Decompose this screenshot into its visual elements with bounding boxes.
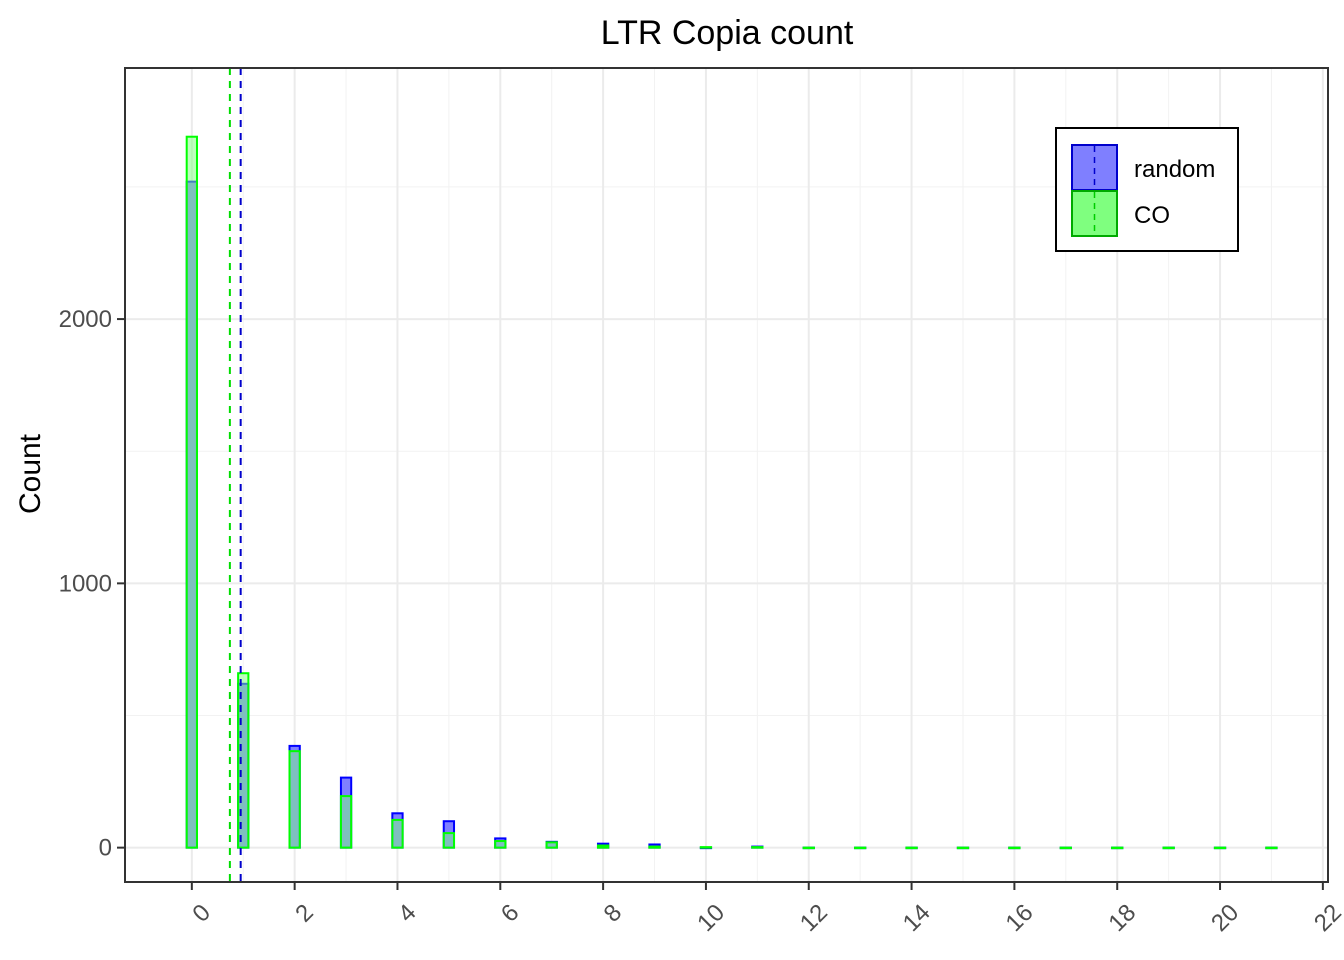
y-tick-label: 0 — [99, 835, 112, 862]
x-tick-label: 20 — [1206, 899, 1244, 937]
x-tick-label: 2 — [290, 899, 319, 928]
x-tick-label: 22 — [1309, 899, 1344, 937]
bar-co — [1111, 846, 1124, 850]
bar-co — [905, 846, 918, 850]
x-tick-label: 10 — [692, 899, 730, 937]
bars-layer — [185, 135, 1278, 850]
x-tick-label: 14 — [898, 899, 936, 937]
bar-co — [1213, 846, 1227, 850]
x-tick-label: 16 — [1001, 899, 1039, 937]
bar-co — [956, 846, 970, 850]
bar-co — [545, 841, 558, 849]
bar-co — [339, 795, 353, 849]
bar-co — [237, 672, 250, 849]
y-axis-label: Count — [14, 433, 47, 514]
bar-co — [1265, 846, 1278, 850]
axes-layer: 0 2 4 6 8 10 12 14 16 18 20 22 0 1000 2000 — [59, 306, 1344, 937]
x-tick-label: 6 — [496, 899, 525, 928]
bar-co — [391, 818, 404, 849]
bar-co — [596, 844, 610, 849]
bar-co — [494, 840, 507, 849]
y-tick-label: 1000 — [59, 570, 112, 597]
bar-co — [699, 846, 713, 849]
legend: random CO — [1055, 127, 1239, 252]
legend-label-co: CO — [1134, 202, 1170, 229]
x-tick-label: 18 — [1103, 899, 1141, 937]
chart-title: LTR Copia count — [601, 14, 854, 52]
bar-co — [288, 750, 301, 849]
x-tick-label: 0 — [187, 899, 216, 928]
bar-co — [802, 846, 815, 850]
bar-co — [854, 846, 867, 850]
bar-co — [648, 845, 661, 849]
bar-co — [1008, 846, 1021, 850]
bar-co — [1162, 846, 1175, 850]
legend-label-random: random — [1134, 156, 1215, 183]
bar-co — [1059, 846, 1072, 850]
bar-co — [442, 832, 456, 849]
y-tick-label: 2000 — [59, 306, 112, 333]
major-gridlines — [125, 68, 1328, 882]
bar-co — [185, 135, 198, 849]
x-tick-label: 8 — [599, 899, 628, 928]
plot-panel-border — [124, 67, 1329, 883]
x-tick-label: 4 — [393, 899, 422, 928]
bar-co — [751, 846, 764, 849]
mean-lines-layer — [228, 68, 242, 882]
x-tick-label: 12 — [795, 899, 833, 937]
